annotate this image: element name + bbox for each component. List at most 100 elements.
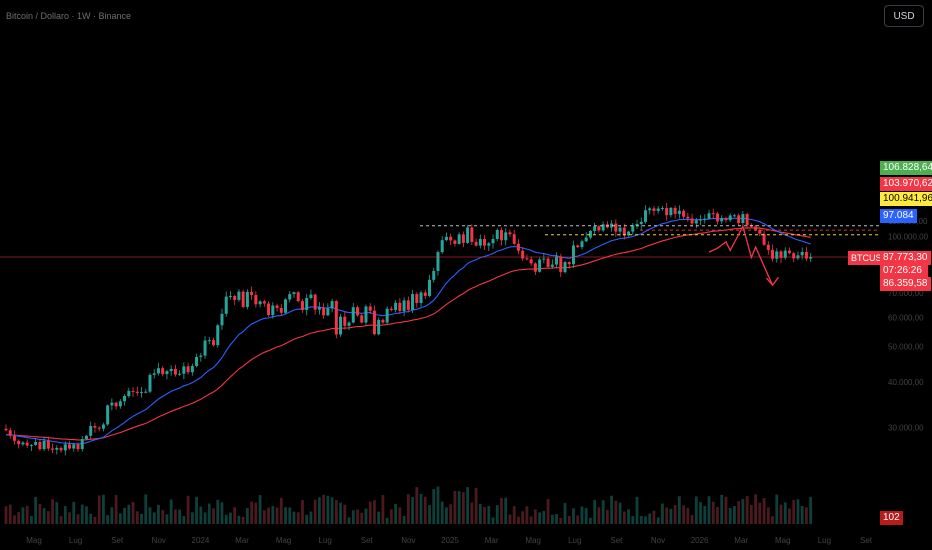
candle-body [656,208,660,211]
candle-body [466,227,470,243]
candle-body [686,216,690,219]
volume-bar [389,509,393,524]
candle-body [389,308,393,310]
volume-bar [296,512,300,524]
volume-bar [661,503,664,524]
price-label-ema-slow: 86.359,58 [880,277,931,291]
volume-bar [127,504,131,524]
candle-body [593,226,597,231]
candle-body [250,291,254,296]
candle-body [300,301,304,310]
volume-bar [699,502,702,524]
candle-body [195,356,199,367]
volume-bar [635,496,639,524]
candle-body [648,208,652,211]
candle-body [317,307,321,310]
volume-bar [38,503,42,524]
candle-body [207,340,211,342]
volume-bar [402,515,406,524]
volume-bar [542,510,546,524]
candle-body [97,427,101,429]
candle-body [715,213,719,222]
y-tick-label: 40.000,00 [888,378,924,387]
volume-bar [652,510,656,524]
volume-bar [805,507,808,524]
volume-bar [436,486,440,524]
volume-bar [360,512,364,524]
candle-body [381,319,385,323]
candle-body [173,368,177,375]
volume-bar [478,503,482,524]
candle-body [449,236,453,241]
volume-bar [457,491,461,524]
volume-bar [356,509,359,524]
x-tick-label: Mar [734,536,748,545]
volume-bar [580,506,584,524]
volume-bar [741,499,745,524]
volume-bar [157,504,160,524]
candle-body [271,305,275,316]
chart-title: Bitcoin / Dollaro · 1W · Binance [6,11,132,21]
candle-body [254,295,258,305]
volume-bar [508,514,512,524]
candle-body [499,230,503,241]
candle-body [707,213,711,219]
candle-body [152,373,156,375]
volume-bar [546,499,550,524]
candle-body [372,310,376,335]
candle-body [567,262,571,265]
volume-bar [398,507,402,524]
volume-bar [550,514,554,524]
candle-body [538,259,542,272]
candle-body [563,262,567,273]
candle-body [21,442,25,445]
volume-bar [428,504,431,524]
volume-bar [89,513,93,524]
candle-body [504,232,508,241]
price-label-resistance-mid: 103.970,62 [880,177,932,191]
volume-bar [140,513,143,524]
candle-body [610,223,614,228]
volume-bar [394,503,398,524]
volume-bar [275,507,279,524]
volume-bar [216,499,220,524]
candle-body [262,301,266,304]
volume-bar [161,510,165,524]
currency-button[interactable]: USD [884,5,924,27]
candle-body [745,214,749,225]
candle-body [508,232,512,235]
candle-body [669,207,673,216]
candle-body [326,308,330,316]
candle-body [491,239,495,244]
volume-bar [322,494,326,524]
candle-body [186,366,190,373]
price-label-last: 87.773,30 [880,251,931,265]
candle-body [588,230,592,238]
candle-body [343,316,347,326]
volume-bar [495,505,499,524]
candle-body [80,439,84,450]
volume-bar [25,505,29,524]
volume-bar [245,508,249,524]
volume-bar [483,507,486,524]
candle-body [398,302,402,311]
volume-bar [317,497,321,524]
candle-body [169,368,173,372]
x-tick-label: Set [610,536,623,545]
volume-bar [190,512,194,524]
candle-body [394,302,398,310]
volume-bar [775,494,779,524]
volume-bar [72,501,76,524]
volume-bar [309,511,313,524]
volume-bar [80,504,84,524]
volume-bar [525,506,529,524]
volume-bar [809,496,813,524]
volume-bar [271,506,275,524]
volume-bar [419,493,423,524]
candle-body [351,307,355,323]
volume-bar [766,507,770,524]
volume-bar [779,504,783,524]
candle-body [533,263,537,272]
y-tick-label: 70.000,00 [888,289,924,298]
